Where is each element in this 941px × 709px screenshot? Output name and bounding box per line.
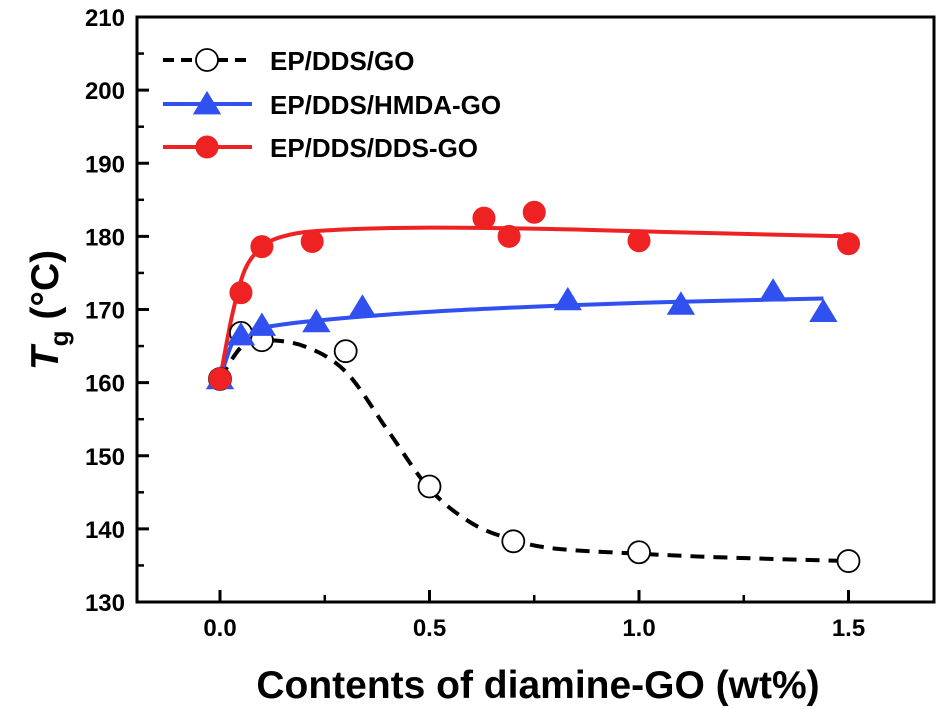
legend-marker-3	[195, 135, 219, 159]
data-point-series-3	[250, 235, 274, 259]
x-tick-label: 0.5	[413, 615, 446, 642]
legend-marker-1	[195, 48, 219, 72]
y-tick-label: 200	[85, 78, 125, 105]
data-point-series-2	[302, 308, 331, 333]
x-tick-label: 0.0	[203, 615, 236, 642]
data-point-series-2	[553, 286, 582, 311]
data-point-series-3	[300, 229, 324, 253]
y-tick-label: 140	[85, 517, 125, 544]
x-tick-label: 1.0	[622, 615, 655, 642]
legend-marker-2	[192, 90, 222, 115]
y-tick-label: 210	[85, 5, 125, 32]
data-point-series-3	[229, 281, 253, 305]
fit-curve-2	[218, 296, 824, 380]
data-point-series-1	[333, 339, 358, 364]
data-point-series-1	[417, 474, 442, 499]
fit-curve-1	[218, 338, 849, 564]
y-tick-label: 190	[85, 151, 125, 178]
data-point-series-2	[666, 291, 696, 315]
legend-label-1: EP/DDS/GO	[270, 46, 414, 76]
data-point-series-2	[247, 312, 277, 336]
legend-label-2: EP/DDS/HMDA-GO	[270, 90, 501, 120]
fit-curve-3	[218, 225, 849, 380]
data-point-series-1	[501, 529, 526, 554]
data-point-series-1	[627, 540, 651, 565]
data-point-series-3	[627, 229, 651, 253]
y-axis-title-main: T	[24, 343, 67, 370]
fit-curves	[218, 225, 849, 564]
y-tick-label: 150	[85, 444, 125, 471]
legend: EP/DDS/GO EP/DDS/HMDA-GO EP/DDS/DDS-GO	[163, 46, 501, 163]
y-tick-label: 130	[85, 590, 125, 617]
y-axis-title-sub: g	[44, 330, 74, 346]
axis-ticks: 0.0 0.5 1.0 1.5 130 140 150 160 170 180 190 200 210	[85, 5, 865, 642]
data-point-series-1	[836, 549, 861, 573]
data-point-series-2	[809, 298, 838, 323]
svg-text:Tg (°C): Tg (°C)	[24, 250, 74, 370]
data-point-series-3	[472, 206, 496, 230]
data-point-series-3	[497, 224, 521, 248]
data-point-series-3	[208, 367, 232, 391]
data-point-series-3	[837, 232, 860, 256]
data-point-series-2	[348, 294, 377, 318]
data-markers	[205, 200, 861, 573]
y-axis-title: Tg (°C)	[24, 250, 74, 370]
x-axis-title: Contents of diamine-GO (wt%)	[256, 664, 819, 707]
x-tick-label: 1.5	[832, 615, 865, 642]
data-point-series-2	[758, 278, 788, 302]
legend-label-3: EP/DDS/DDS-GO	[270, 133, 478, 163]
plot-frame	[135, 15, 936, 604]
y-tick-label: 160	[85, 371, 125, 398]
y-tick-label: 170	[85, 298, 125, 325]
data-point-series-3	[522, 200, 546, 224]
data-point-series-2	[226, 322, 256, 346]
y-tick-label: 180	[85, 224, 125, 251]
y-axis-title-unit: (°C)	[24, 250, 67, 331]
